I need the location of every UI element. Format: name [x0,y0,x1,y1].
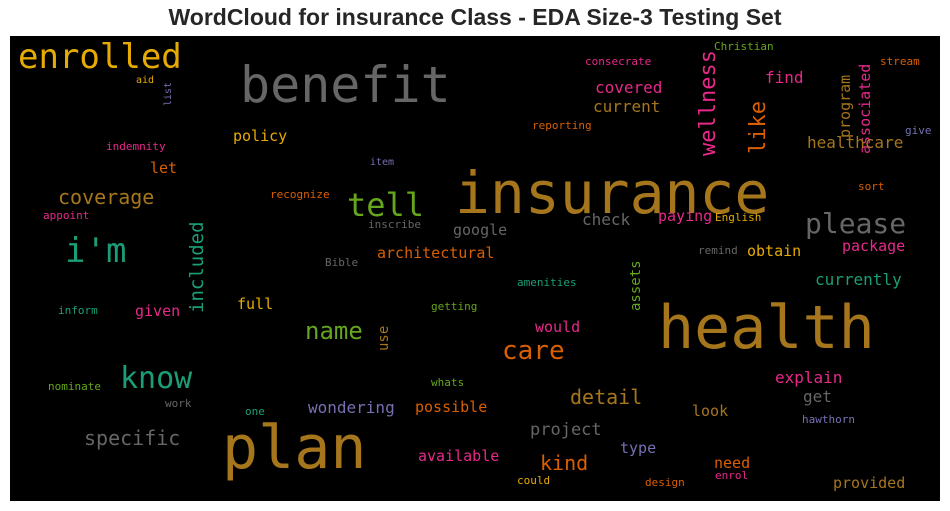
word-assets: assets [628,260,644,311]
word-package: package [842,237,905,255]
word-give: give [905,124,932,137]
word-one: one [245,405,265,418]
word-look: look [692,402,728,420]
word-use: use [376,326,392,351]
word-coverage: coverage [58,185,154,209]
word-english: English [715,211,761,224]
word-detail: detail [570,385,642,409]
word-reporting: reporting [532,119,592,132]
word-healthcare: healthcare [807,133,903,152]
word-tell: tell [347,186,424,224]
word-name: name [305,317,363,345]
word-item: item [370,157,394,168]
word-policy: policy [233,127,287,145]
word-sort: sort [858,180,885,193]
word-wondering: wondering [308,398,395,417]
word-list: list [163,82,174,106]
word-know: know [120,361,193,396]
word-would: would [535,318,580,336]
word-check: check [582,210,631,229]
word-design: design [645,476,685,489]
word-let: let [150,159,177,177]
word-whats: whats [431,376,464,389]
cloud-background [10,36,940,501]
word-possible: possible [415,398,487,416]
word-enrol: enrol [715,469,748,482]
word-christian: Christian [714,40,774,53]
chart-title: WordCloud for insurance Class - EDA Size… [168,4,782,30]
word-covered: covered [595,78,662,97]
word-provided: provided [833,474,905,492]
word-available: available [418,447,499,465]
word-remind: remind [698,244,738,257]
word-like: like [746,101,771,154]
word-consecrate: consecrate [585,55,651,68]
word-recognize: recognize [270,188,330,201]
word-google: google [453,221,507,239]
word-stream: stream [880,55,920,68]
word-insurance: insurance [455,159,769,227]
word-indemnity: indemnity [106,140,166,153]
word-full: full [237,295,273,313]
word-currently: currently [815,270,902,289]
word-could: could [517,474,550,487]
word-i-m: i'm [65,231,126,271]
word-associated: associated [856,64,874,154]
word-program: program [836,75,854,138]
word-project: project [530,420,602,440]
word-nominate: nominate [48,380,101,393]
word-hawthorn: hawthorn [802,413,855,426]
word-health: health [658,293,875,363]
word-included: included [186,221,208,313]
word-inform: inform [58,304,98,317]
word-type: type [620,439,656,457]
word-find: find [765,68,804,87]
word-wellness: wellness [696,50,721,156]
word-specific: specific [84,426,180,450]
word-inscribe: inscribe [368,218,421,231]
word-enrolled: enrolled [18,37,182,77]
word-benefit: benefit [240,56,451,114]
word-obtain: obtain [747,242,801,260]
word-paying: paying [658,207,712,225]
word-current: current [593,97,660,116]
word-cloud: insurance health plan benefit enrolled i'm kno… [10,36,940,501]
word-group: insurance health plan benefit enrolled i'm kno… [18,37,932,492]
word-get: get [803,387,832,406]
word-explain: explain [775,368,842,387]
word-architectural: architectural [377,244,494,262]
word-kind: kind [540,451,588,475]
word-care: care [502,336,565,366]
word-plan: plan [222,413,367,483]
word-aid: aid [136,75,154,86]
word-appoint: appoint [43,209,89,222]
word-please: please [805,207,906,240]
word-amenities: amenities [517,276,577,289]
word-given: given [135,302,180,320]
word-need: need [714,454,750,472]
word-work: work [165,397,192,410]
word-bible: Bible [325,256,358,269]
word-getting: getting [431,300,477,313]
